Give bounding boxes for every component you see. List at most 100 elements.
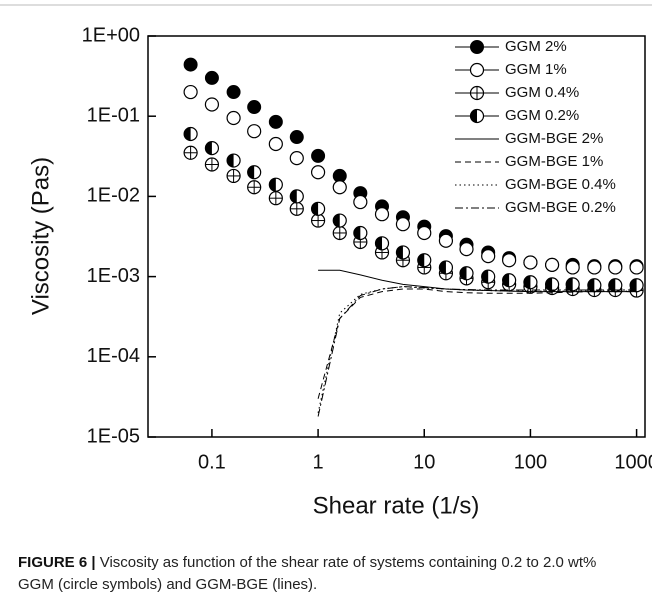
marker-dot — [247, 100, 262, 115]
marker — [587, 260, 602, 275]
marker — [247, 124, 262, 139]
marker — [481, 249, 496, 264]
marker-ring — [268, 136, 283, 152]
x-tick-label: 1000 — [614, 451, 652, 473]
marker-ring — [629, 260, 644, 275]
marker-half — [417, 253, 425, 267]
marker-half — [184, 127, 191, 141]
caption: FIGURE 6 | Viscosity as function of the … — [18, 552, 618, 596]
marker — [629, 260, 644, 275]
legend-label: GGM-BGE 2% — [505, 130, 603, 147]
marker — [311, 148, 326, 163]
marker-ring — [469, 62, 485, 78]
marker-dot — [311, 148, 326, 163]
marker-ring — [438, 233, 454, 248]
marker — [247, 165, 262, 180]
marker — [289, 189, 304, 204]
marker-half — [333, 214, 340, 228]
marker — [204, 157, 220, 172]
marker — [310, 201, 326, 216]
y-tick-label: 1E+00 — [82, 24, 140, 46]
y-tick-label: 1E-01 — [87, 104, 140, 126]
marker — [502, 273, 517, 288]
marker — [395, 245, 411, 260]
marker-ring — [247, 124, 262, 139]
marker-ring — [332, 180, 347, 195]
marker-dot — [183, 57, 198, 72]
marker-half — [311, 202, 319, 216]
marker-half — [396, 245, 403, 259]
marker-half — [269, 178, 276, 192]
chart: Viscosity (Pas) Shear rate (1/s) 0.1 1 10 1… — [0, 4, 652, 519]
marker — [544, 257, 560, 272]
y-tick-label: 1E-04 — [87, 345, 140, 367]
marker-ring — [183, 84, 198, 100]
line — [317, 286, 637, 417]
marker-ring — [523, 255, 538, 270]
marker — [268, 114, 283, 129]
marker — [310, 165, 326, 180]
marker — [226, 168, 241, 184]
marker-ring — [310, 165, 326, 180]
marker — [183, 57, 198, 72]
legend-label: GGM 2% — [505, 38, 567, 55]
legend-label: GGM-BGE 1% — [505, 153, 603, 170]
line — [317, 286, 637, 413]
marker-half — [205, 141, 212, 155]
marker — [204, 70, 219, 85]
marker — [438, 260, 454, 275]
marker — [502, 253, 517, 268]
marker — [608, 260, 623, 275]
marker — [374, 236, 390, 251]
legend-label: GGM 0.2% — [505, 107, 579, 124]
marker — [289, 151, 304, 166]
marker-half — [566, 277, 573, 291]
legend-label: GGM 1% — [505, 61, 567, 78]
marker — [459, 242, 474, 257]
marker — [544, 277, 560, 292]
marker — [289, 130, 304, 145]
marker-half — [439, 260, 446, 274]
x-tick-label: 1 — [313, 451, 324, 473]
marker — [268, 136, 283, 152]
marker-ring — [565, 260, 580, 275]
marker — [565, 260, 580, 275]
marker-half — [375, 236, 383, 250]
marker — [438, 233, 454, 248]
marker — [268, 191, 283, 206]
marker-ring — [374, 207, 390, 222]
plot-frame — [147, 35, 646, 438]
y-tick-label: 1E-02 — [87, 185, 140, 207]
marker — [459, 266, 474, 281]
marker-ring — [587, 260, 602, 275]
marker — [565, 277, 580, 292]
marker-ring — [417, 225, 432, 241]
marker — [395, 217, 411, 232]
marker-half — [227, 154, 234, 168]
y-axis-label: Viscosity (Pas) — [27, 157, 54, 315]
marker-ring — [459, 242, 474, 257]
marker — [204, 141, 220, 156]
y-tick-label: 1E-05 — [87, 425, 140, 447]
marker-ring — [481, 249, 496, 264]
marker — [629, 278, 644, 293]
legend-label: GGM-BGE 0.4% — [505, 176, 616, 193]
marker-half — [587, 278, 595, 292]
marker — [226, 153, 241, 168]
marker — [226, 85, 241, 100]
marker — [469, 62, 485, 78]
marker-half — [481, 270, 489, 284]
marker — [374, 207, 390, 222]
marker-dot — [470, 40, 484, 54]
marker-half — [523, 275, 531, 289]
marker — [332, 180, 347, 195]
marker — [470, 40, 484, 54]
marker — [183, 145, 198, 160]
marker-half — [470, 109, 477, 123]
marker-half — [460, 266, 467, 280]
marker — [417, 253, 432, 268]
line — [317, 288, 637, 399]
y-tick-label: 1E-03 — [87, 265, 140, 287]
marker — [268, 177, 283, 192]
marker-ring — [608, 260, 623, 275]
